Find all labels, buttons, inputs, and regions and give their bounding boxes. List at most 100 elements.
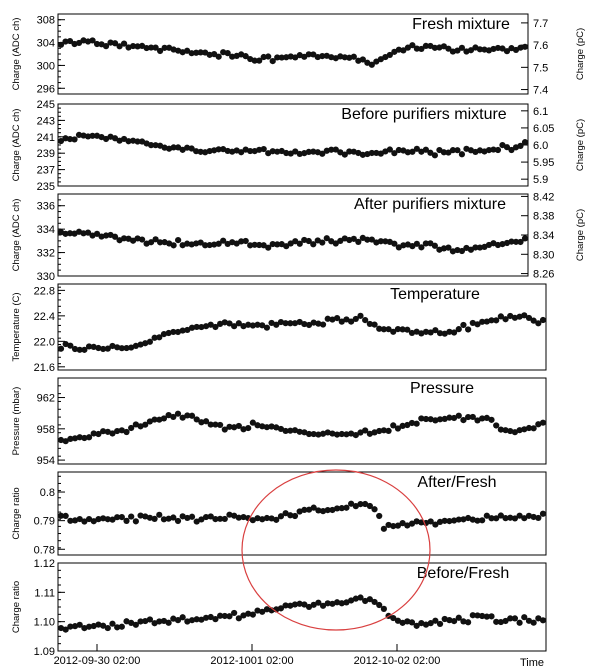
data-point	[521, 426, 528, 433]
data-point	[479, 517, 486, 524]
data-point	[240, 426, 247, 433]
data-point	[332, 240, 339, 247]
data-point	[259, 608, 266, 615]
data-point	[511, 515, 519, 522]
data-point	[333, 314, 341, 322]
panel-frame	[57, 377, 547, 465]
data-point	[109, 430, 116, 437]
data-point	[102, 232, 110, 239]
data-point	[184, 618, 191, 625]
data-point	[95, 344, 102, 352]
data-point	[488, 515, 495, 522]
data-point	[366, 596, 373, 603]
x-tick-label: 2012-1001 02:00	[210, 655, 293, 667]
data-point	[338, 318, 345, 325]
data-point	[109, 342, 116, 350]
data-point	[256, 241, 263, 249]
data-point	[202, 323, 210, 330]
data-point	[137, 341, 144, 348]
data-point	[380, 605, 387, 612]
data-point	[341, 151, 348, 158]
data-point	[132, 421, 139, 428]
data-point	[152, 44, 159, 51]
data-point	[212, 323, 219, 331]
data-point	[343, 316, 350, 323]
data-point	[282, 510, 289, 517]
data-point	[57, 512, 65, 519]
right-y-tick-label: 6.1	[533, 106, 548, 118]
data-point	[251, 241, 258, 248]
data-point	[404, 326, 411, 333]
data-point	[472, 244, 479, 251]
data-point	[157, 239, 164, 246]
y-tick-label: 334	[37, 224, 55, 236]
data-point	[469, 413, 476, 421]
data-point	[502, 617, 509, 625]
data-point	[128, 513, 135, 520]
data-point	[521, 139, 529, 146]
data-point	[287, 427, 294, 434]
panel-title: Before purifiers mixture	[341, 106, 506, 123]
x-tick-label: 2012-10-02 02:00	[354, 655, 441, 667]
data-point	[179, 414, 186, 421]
data-point	[269, 57, 276, 65]
y-tick-label: 308	[37, 15, 55, 27]
data-point	[362, 597, 369, 605]
data-point	[346, 148, 353, 155]
data-point	[409, 42, 416, 49]
data-point	[422, 415, 430, 423]
y-tick-label: 330	[37, 271, 55, 283]
data-point	[235, 615, 242, 622]
data-point	[521, 43, 529, 50]
data-point	[62, 230, 69, 237]
y-tick-label: 235	[37, 181, 55, 193]
data-point	[254, 422, 261, 429]
data-point	[128, 424, 135, 432]
data-point	[125, 138, 132, 145]
data-point	[90, 430, 97, 437]
data-point	[263, 424, 271, 431]
data-point	[305, 603, 313, 611]
data-point	[193, 323, 200, 331]
data-point	[324, 429, 331, 436]
right-y-tick-label: 7.6	[533, 40, 548, 52]
data-point	[221, 612, 228, 620]
data-point	[483, 318, 490, 325]
right-y-tick-label: 7.4	[533, 85, 548, 97]
data-point	[151, 334, 158, 341]
data-point	[57, 345, 65, 352]
data-point	[137, 512, 144, 519]
data-point	[146, 338, 154, 345]
data-point	[260, 53, 267, 61]
data-point	[76, 515, 83, 523]
data-point	[198, 516, 205, 523]
data-point	[249, 611, 256, 618]
data-point	[198, 616, 205, 623]
data-point	[287, 320, 294, 327]
data-point	[497, 512, 504, 519]
data-point	[516, 313, 523, 320]
data-point	[380, 326, 387, 333]
data-point	[385, 427, 392, 435]
data-point	[197, 148, 204, 155]
data-point	[217, 421, 224, 429]
data-point	[418, 45, 425, 53]
y-tick-label: 0.79	[34, 516, 55, 528]
right-y-tick-label: 6.05	[533, 123, 554, 135]
data-point	[254, 515, 261, 522]
data-point	[413, 328, 420, 335]
data-point	[128, 344, 135, 351]
data-point	[413, 45, 420, 52]
data-point	[221, 426, 228, 433]
data-point	[62, 438, 69, 445]
data-point	[146, 514, 154, 521]
data-point	[259, 516, 266, 523]
data-point	[76, 346, 83, 353]
data-point	[329, 316, 336, 323]
right-y-tick-label: 8.26	[533, 269, 554, 281]
data-point	[427, 149, 434, 156]
data-point	[226, 423, 233, 430]
data-point	[226, 613, 233, 620]
data-point	[530, 619, 537, 626]
y-tick-label: 336	[37, 201, 55, 213]
